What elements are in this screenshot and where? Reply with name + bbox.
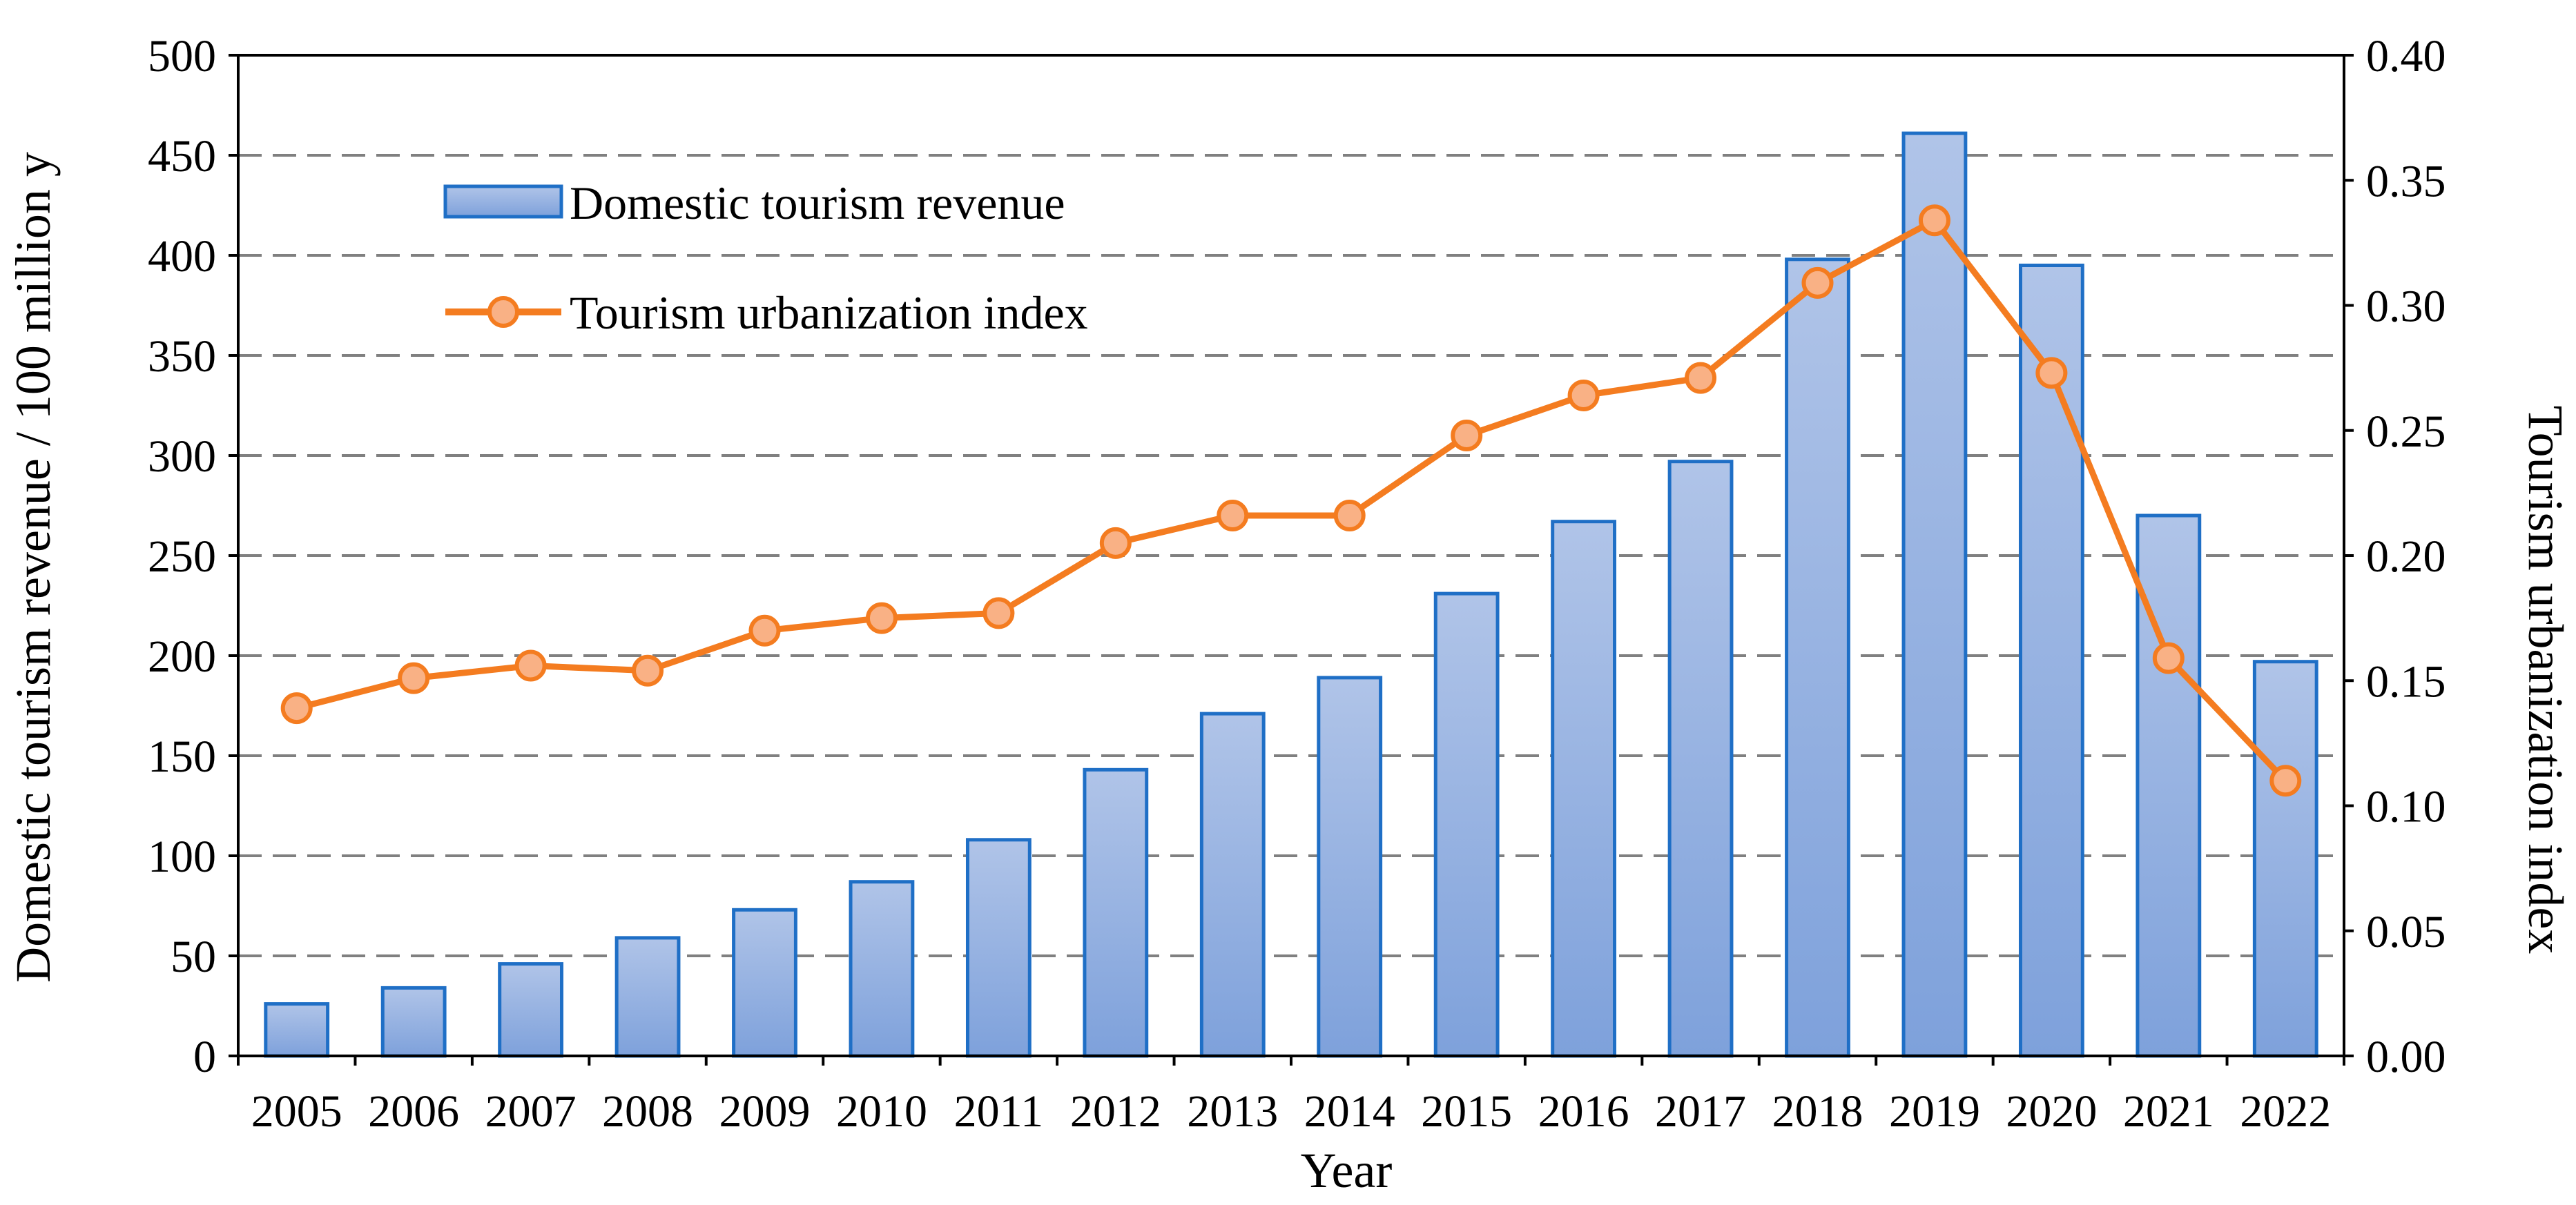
y2-tick-label: 0.35 bbox=[2366, 156, 2446, 206]
line-point bbox=[1217, 500, 1249, 531]
bar bbox=[1433, 591, 1500, 1058]
y-tick-label: 200 bbox=[148, 631, 216, 682]
line-point bbox=[514, 649, 547, 682]
x-tick-label: 2007 bbox=[485, 1086, 577, 1137]
x-tick-label: 2017 bbox=[1655, 1086, 1746, 1137]
x-tick-label: 2018 bbox=[1772, 1086, 1863, 1137]
bar bbox=[849, 880, 915, 1058]
x-tick-label: 2020 bbox=[2006, 1086, 2097, 1137]
bar bbox=[965, 838, 1032, 1058]
x-tick-label: 2008 bbox=[602, 1086, 693, 1137]
x-tick-label: 2012 bbox=[1070, 1086, 1161, 1137]
bar bbox=[1551, 520, 1617, 1058]
legend-line-marker bbox=[487, 296, 519, 328]
y-tick-label: 150 bbox=[148, 732, 216, 782]
bar bbox=[2136, 513, 2202, 1058]
line-point bbox=[632, 654, 664, 687]
line-point bbox=[982, 597, 1015, 629]
y-axis-title: Domestic tourism revenue / 100 million y bbox=[6, 152, 61, 983]
bar bbox=[732, 908, 797, 1058]
bar bbox=[1199, 712, 1266, 1058]
legend: Domestic tourism revenue Tourism urbaniz… bbox=[443, 177, 1088, 339]
y-tick-label: 50 bbox=[171, 932, 216, 982]
y2-tick-label: 0.25 bbox=[2366, 406, 2446, 457]
y-tick-label: 250 bbox=[148, 531, 216, 582]
legend-bar-label: Domestic tourism revenue bbox=[570, 177, 1065, 229]
axes bbox=[229, 54, 2354, 1066]
bar bbox=[498, 962, 564, 1058]
x-tick-label: 2006 bbox=[368, 1086, 459, 1137]
y2-tick-label: 0.00 bbox=[2366, 1032, 2446, 1082]
y-tick-label: 0 bbox=[193, 1032, 216, 1082]
line-point bbox=[865, 602, 898, 634]
line-point bbox=[280, 692, 313, 725]
y-tick-label: 100 bbox=[148, 832, 216, 882]
legend-line-label: Tourism urbanization index bbox=[570, 286, 1088, 339]
gridlines bbox=[238, 154, 2344, 957]
bar-series bbox=[264, 131, 2318, 1058]
x-tick-label: 2009 bbox=[719, 1086, 811, 1137]
bar bbox=[1901, 131, 1968, 1058]
bar bbox=[264, 1002, 330, 1058]
line-point bbox=[1801, 266, 1834, 299]
tick-labels: 0 50 100 150 200 250 300 350 400 450 500 0.00 0.05 0.… bbox=[148, 31, 2446, 1137]
y-tick-label: 500 bbox=[148, 31, 216, 81]
bar bbox=[1785, 257, 1850, 1058]
x-tick-label: 2019 bbox=[1889, 1086, 1980, 1137]
y-tick-label: 350 bbox=[148, 331, 216, 382]
line-point bbox=[748, 614, 781, 647]
y-tick-label: 450 bbox=[148, 131, 216, 182]
x-tick-label: 2013 bbox=[1187, 1086, 1278, 1137]
y-tick-label: 300 bbox=[148, 431, 216, 482]
legend-bar-swatch bbox=[443, 184, 563, 219]
y2-tick-label: 0.40 bbox=[2366, 31, 2446, 81]
y-tick-label: 400 bbox=[148, 231, 216, 282]
x-tick-label: 2014 bbox=[1304, 1086, 1395, 1137]
bar bbox=[380, 986, 447, 1058]
bar bbox=[2252, 660, 2318, 1058]
line-point bbox=[2035, 357, 2068, 389]
line-point bbox=[1099, 527, 1132, 559]
y2-tick-label: 0.05 bbox=[2366, 907, 2446, 957]
bar bbox=[1317, 676, 1383, 1058]
y2-tick-label: 0.10 bbox=[2366, 782, 2446, 832]
line-point bbox=[1567, 380, 1600, 411]
y2-tick-label: 0.20 bbox=[2366, 531, 2446, 582]
line-point bbox=[1918, 204, 1950, 237]
x-tick-label: 2016 bbox=[1538, 1086, 1629, 1137]
line-point bbox=[2152, 642, 2185, 674]
y2-axis-title: Tourism urbanization index bbox=[2518, 406, 2573, 954]
x-tick-label: 2022 bbox=[2240, 1086, 2331, 1137]
bar bbox=[1667, 460, 1734, 1058]
line-series bbox=[280, 204, 2302, 797]
bar bbox=[1083, 767, 1149, 1058]
line-point bbox=[1451, 420, 1483, 451]
line-point bbox=[1685, 362, 1717, 394]
y2-tick-label: 0.30 bbox=[2366, 282, 2446, 332]
bar bbox=[614, 936, 681, 1058]
x-tick-label: 2010 bbox=[836, 1086, 927, 1137]
x-tick-label: 2005 bbox=[251, 1086, 342, 1137]
line-point bbox=[1333, 500, 1366, 531]
y2-tick-label: 0.15 bbox=[2366, 656, 2446, 707]
line-point bbox=[398, 662, 430, 694]
x-tick-label: 2015 bbox=[1421, 1086, 1512, 1137]
x-axis-title: Year bbox=[1301, 1143, 1393, 1198]
line-point bbox=[2269, 765, 2302, 797]
line-path bbox=[296, 217, 2288, 783]
x-tick-label: 2011 bbox=[954, 1086, 1044, 1137]
x-tick-label: 2021 bbox=[2123, 1086, 2214, 1137]
